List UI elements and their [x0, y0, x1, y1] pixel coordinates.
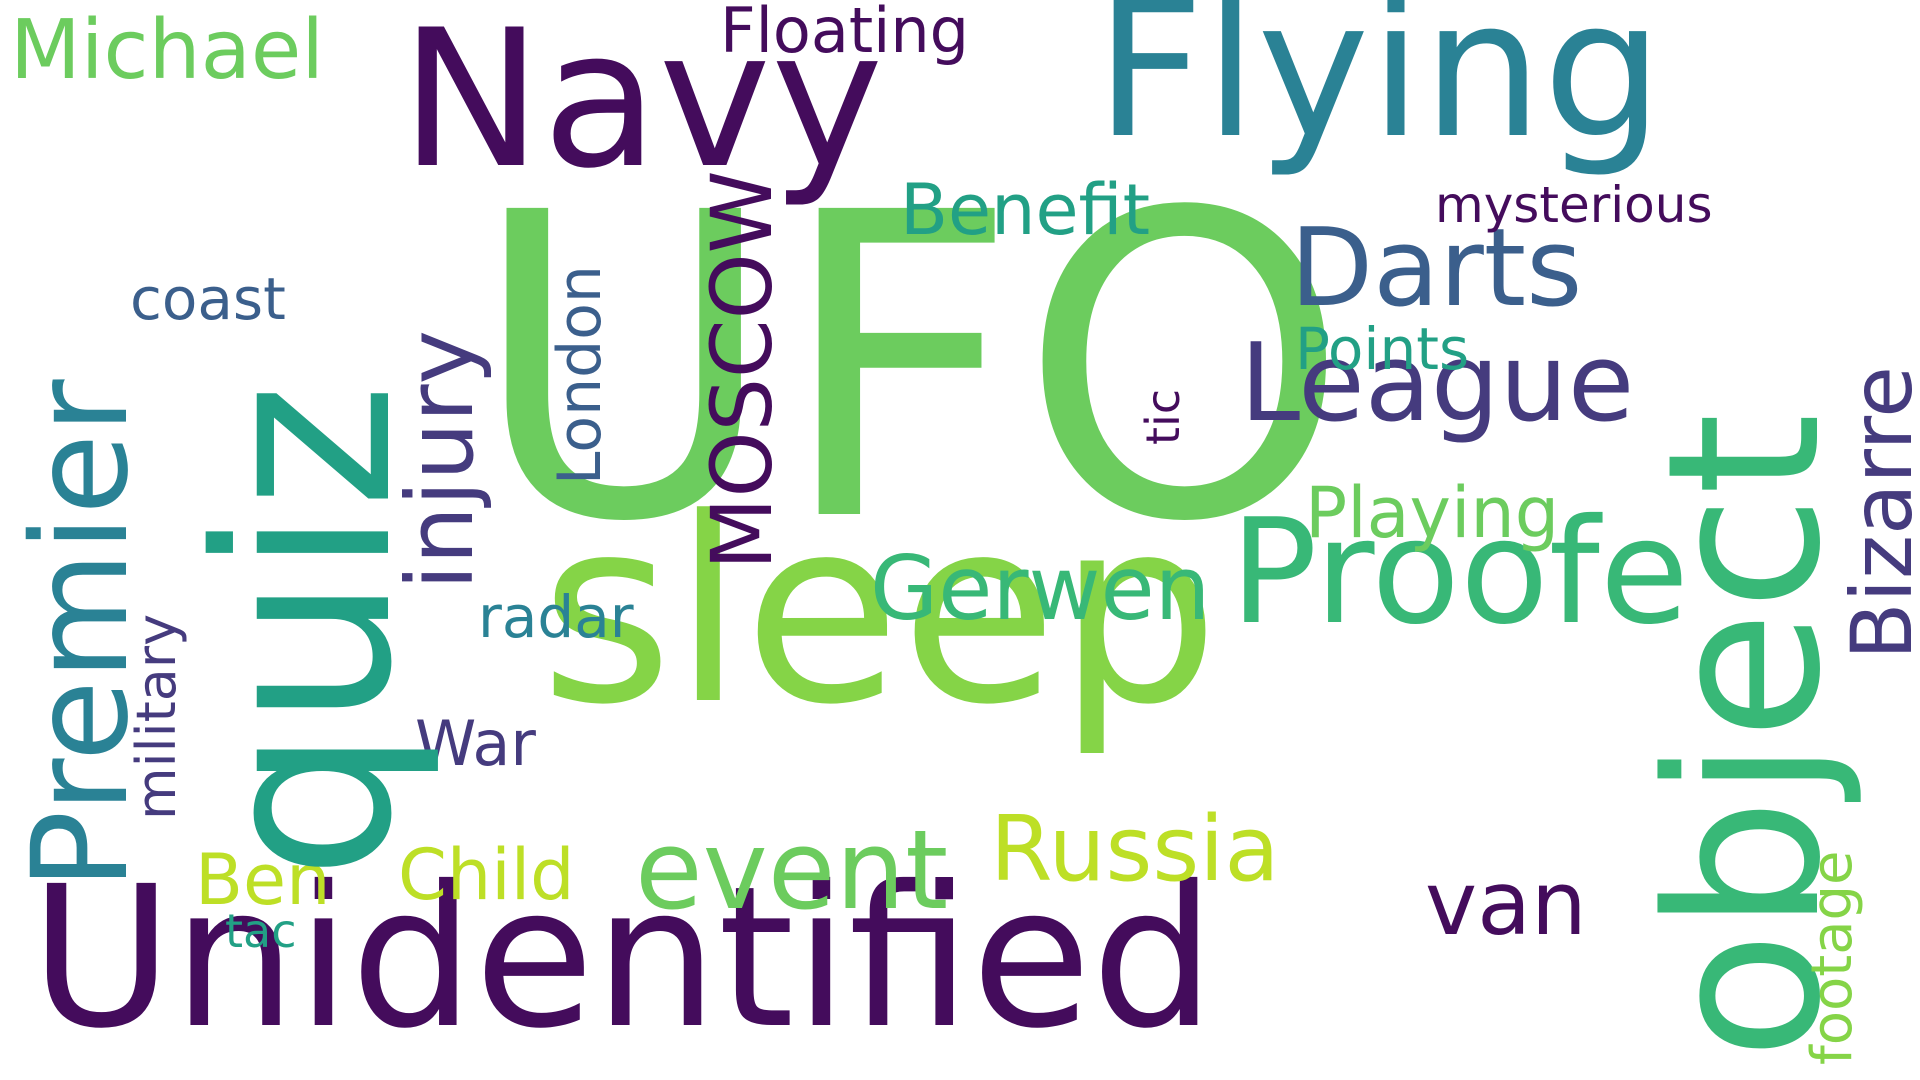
word-footage: footage	[1800, 850, 1865, 1065]
word-gerwen: Gerwen	[870, 537, 1211, 640]
word-moscow: MOSCOW	[693, 170, 791, 570]
word-radar: radar	[478, 583, 634, 651]
word-tic: tic	[1136, 388, 1190, 445]
word-military: military	[125, 613, 188, 820]
word-michael: Michael	[10, 3, 325, 98]
word-points: Points	[1295, 315, 1470, 383]
word-coast: coast	[130, 265, 286, 333]
word-unidentified: Unidentified	[30, 844, 1216, 1071]
word-ufo: UFO	[470, 125, 1350, 614]
word-floating: Floating	[720, 0, 969, 67]
word-russia: Russia	[990, 797, 1280, 902]
word-war: War	[415, 707, 536, 780]
word-van: van	[1425, 852, 1587, 955]
word-proofe: Proofe	[1230, 488, 1690, 657]
word-navy: Navy	[400, 0, 884, 210]
word-league: League	[1240, 321, 1635, 446]
word-child: Child	[398, 834, 575, 916]
word-benefit: Benefit	[900, 169, 1151, 251]
word-mysterious: mysterious	[1435, 176, 1713, 234]
word-ben: Ben	[195, 839, 331, 921]
word-flying: Flying	[1095, 0, 1664, 180]
word-darts: Darts	[1290, 206, 1583, 331]
word-injury: injury	[387, 329, 494, 590]
word-event: event	[635, 806, 949, 934]
word-london: London	[545, 265, 615, 485]
word-playing: Playing	[1305, 472, 1560, 554]
word-tac: tac	[225, 904, 297, 958]
word-bizarre: Bizarre	[1833, 366, 1920, 660]
word-sleep: sleep	[540, 464, 1220, 761]
